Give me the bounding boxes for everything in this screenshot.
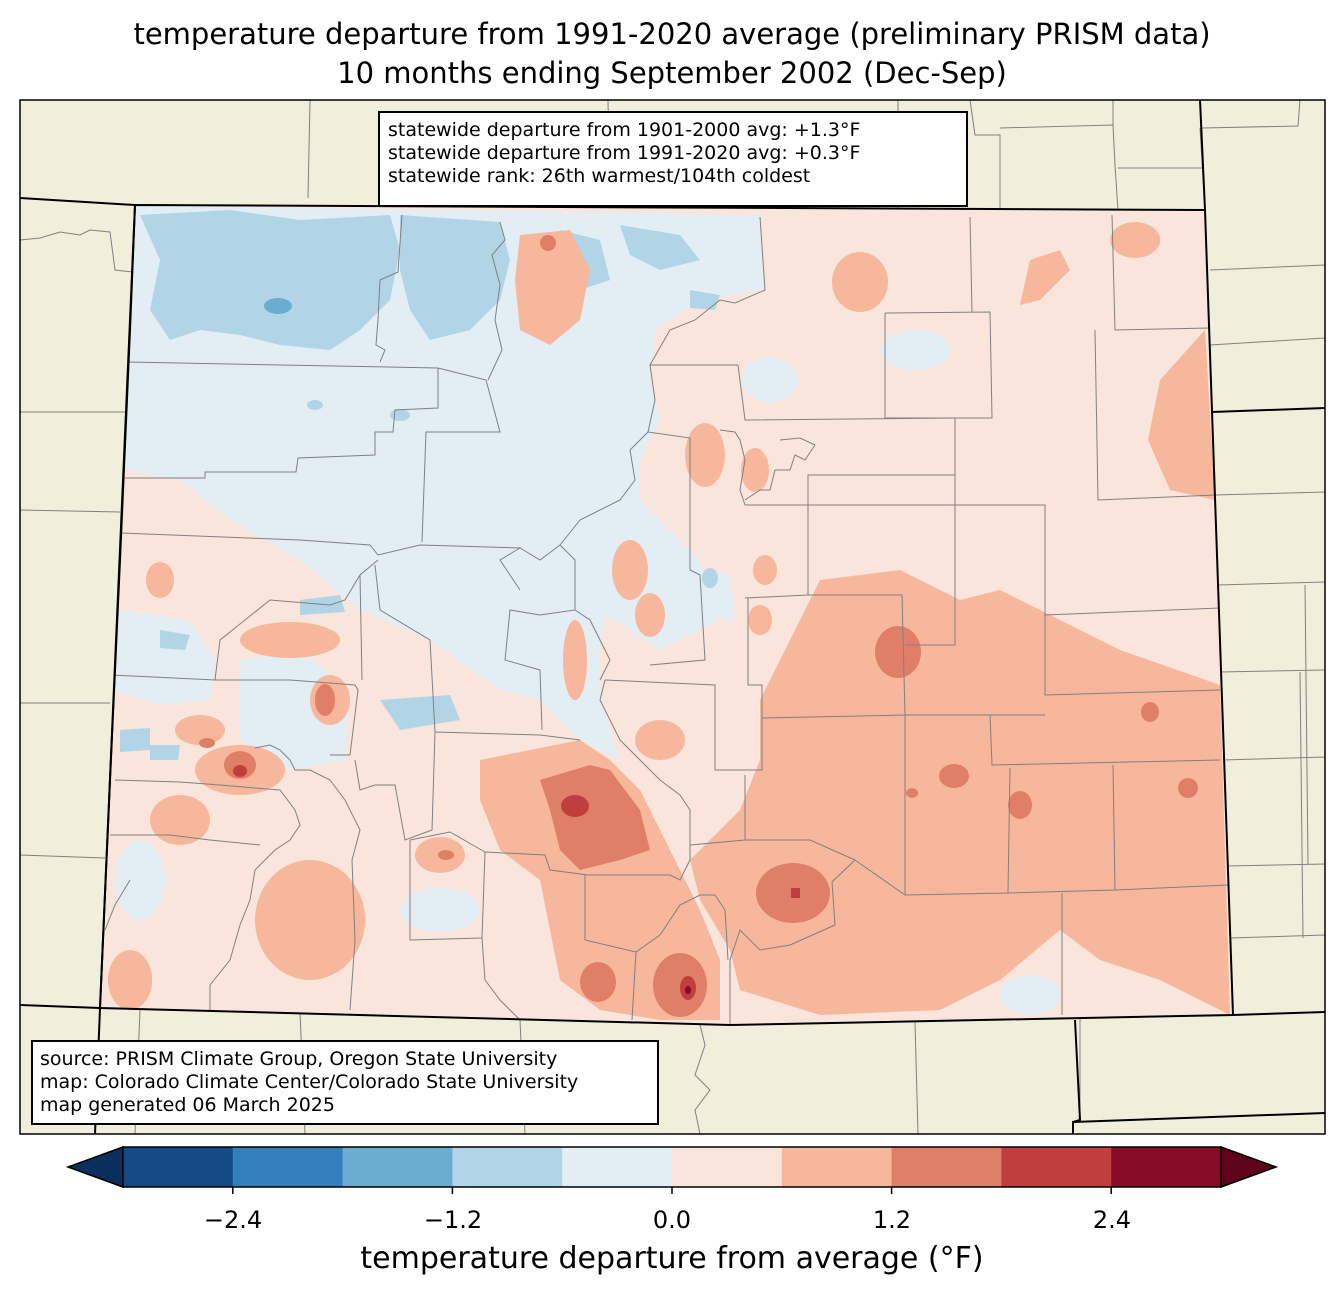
colorbar-tick-label: 2.4 — [1092, 1206, 1132, 1234]
map-title-line1: temperature departure from 1991-2020 ave… — [133, 17, 1211, 51]
map-title-line2: 10 months ending September 2002 (Dec-Sep… — [337, 56, 1007, 90]
statewide-stats-box: statewide departure from 1901-2000 avg: … — [378, 111, 968, 207]
colorbar-bin — [123, 1147, 234, 1187]
colorbar-tick-label: 1.2 — [872, 1206, 912, 1234]
colorbar-bin — [1111, 1147, 1222, 1187]
map-generated-line: map generated 06 March 2025 — [40, 1094, 335, 1116]
colorbar-bin — [1001, 1147, 1112, 1187]
field-level-1.2-to-1.8 — [199, 235, 1198, 1017]
field-level-2.4-to-3.0 — [685, 986, 691, 994]
map-frame — [19, 99, 1326, 1135]
stats-rank: statewide rank: 26th warmest/104th colde… — [388, 165, 811, 187]
colorbar-bin — [452, 1147, 563, 1187]
field-level-neg0.6-to-neg1.2 — [120, 210, 720, 760]
colorbar-bin — [342, 1147, 453, 1187]
colorado-departure-field — [100, 205, 1233, 1025]
colorbar-under-arrow — [65, 1145, 124, 1189]
colorbar-tick-label: 0.0 — [652, 1206, 692, 1234]
colorado-county-lines — [104, 214, 1229, 1025]
colorbar-label: temperature departure from average (°F) — [360, 1241, 984, 1276]
state-borders — [20, 100, 1325, 1134]
colorbar-tick-label: −2.4 — [203, 1206, 263, 1234]
colorbar-over-arrow — [1220, 1145, 1279, 1189]
source-line: source: PRISM Climate Group, Oregon Stat… — [40, 1048, 558, 1070]
colorbar-bin — [232, 1147, 344, 1187]
colorbar-tick-label: −1.2 — [423, 1206, 483, 1234]
stats-departure-1991-2020: statewide departure from 1991-2020 avg: … — [388, 142, 861, 164]
colorbar-bin — [891, 1147, 1002, 1187]
colorbar — [65, 1145, 1279, 1194]
map-credit-line: map: Colorado Climate Center/Colorado St… — [40, 1071, 579, 1093]
colorbar-bin — [562, 1147, 673, 1187]
field-level-neg1.2-to-neg1.8 — [264, 298, 292, 314]
map-frame-content — [20, 100, 1325, 1134]
colorbar-bin — [672, 1147, 783, 1187]
source-credits-box: source: PRISM Climate Group, Oregon Stat… — [31, 1040, 659, 1125]
colorbar-bin — [781, 1147, 893, 1187]
stats-departure-1901-2000: statewide departure from 1901-2000 avg: … — [388, 119, 861, 141]
